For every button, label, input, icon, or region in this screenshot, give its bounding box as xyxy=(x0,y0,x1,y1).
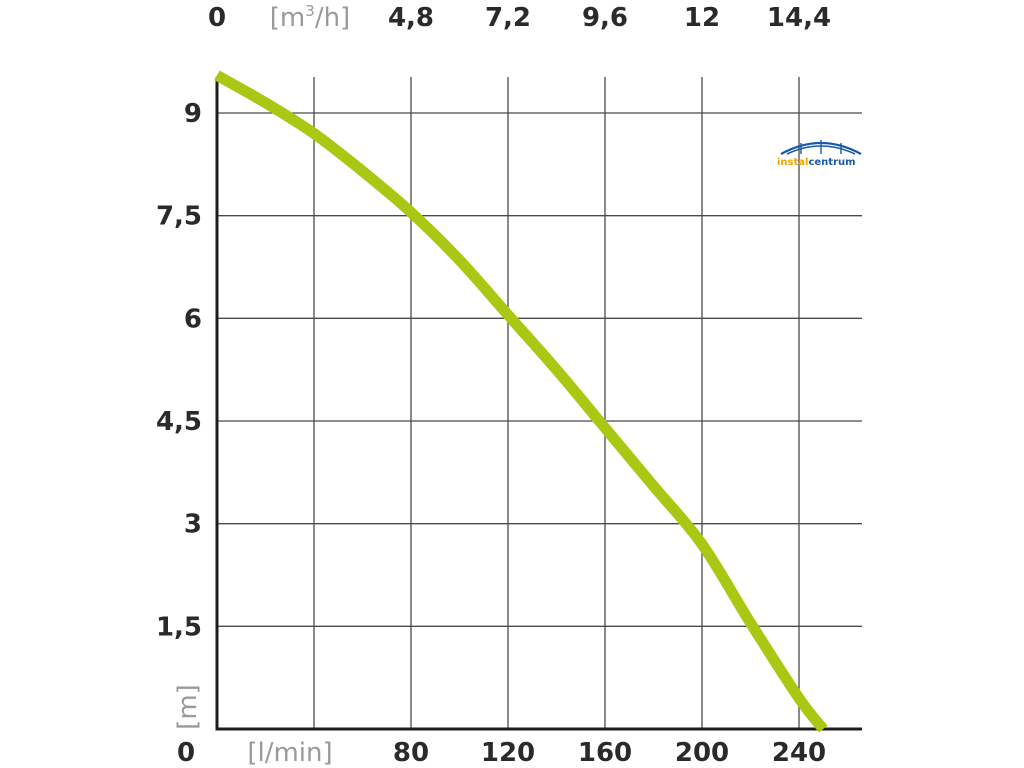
x-bottom-tick-label-0: 80 xyxy=(393,738,429,768)
curve-layer xyxy=(214,70,828,733)
pump-curve-line xyxy=(214,70,828,733)
labels: 80 120 160 200 240 4,8 7,2 9,6 12 14,4 1,5 3 4,5 6 7,5… xyxy=(156,3,831,768)
y-tick-label-3: 6 xyxy=(184,304,202,334)
x-bottom-unit-label: [l/min] xyxy=(247,738,332,768)
x-top-unit-label: [m3/h] xyxy=(270,2,350,33)
x-top-tick-label-2: 9,6 xyxy=(582,3,628,33)
y-tick-label-2: 4,5 xyxy=(156,407,202,437)
x-bottom-origin-label: 0 xyxy=(177,738,195,768)
x-top-tick-label-3: 12 xyxy=(684,3,720,33)
x-top-tick-label-0: 4,8 xyxy=(388,3,434,33)
x-top-origin-label: 0 xyxy=(208,3,226,33)
instalcentrum-logo: instalcentrum xyxy=(777,140,862,168)
grid xyxy=(217,77,862,729)
axes xyxy=(215,77,862,731)
x-bottom-tick-label-1: 120 xyxy=(481,738,535,768)
x-bottom-tick-label-3: 200 xyxy=(675,738,729,768)
y-tick-label-1: 3 xyxy=(184,510,202,540)
y-tick-label-5: 9 xyxy=(184,99,202,129)
x-top-tick-label-4: 14,4 xyxy=(767,3,831,33)
x-bottom-tick-label-4: 240 xyxy=(772,738,826,768)
y-unit-label: [m] xyxy=(173,684,203,730)
x-bottom-tick-label-2: 160 xyxy=(578,738,632,768)
x-top-tick-label-1: 7,2 xyxy=(485,3,531,33)
y-tick-label-4: 7,5 xyxy=(156,202,202,232)
y-tick-label-0: 1,5 xyxy=(156,612,202,642)
svg-text:instalcentrum: instalcentrum xyxy=(777,157,856,168)
